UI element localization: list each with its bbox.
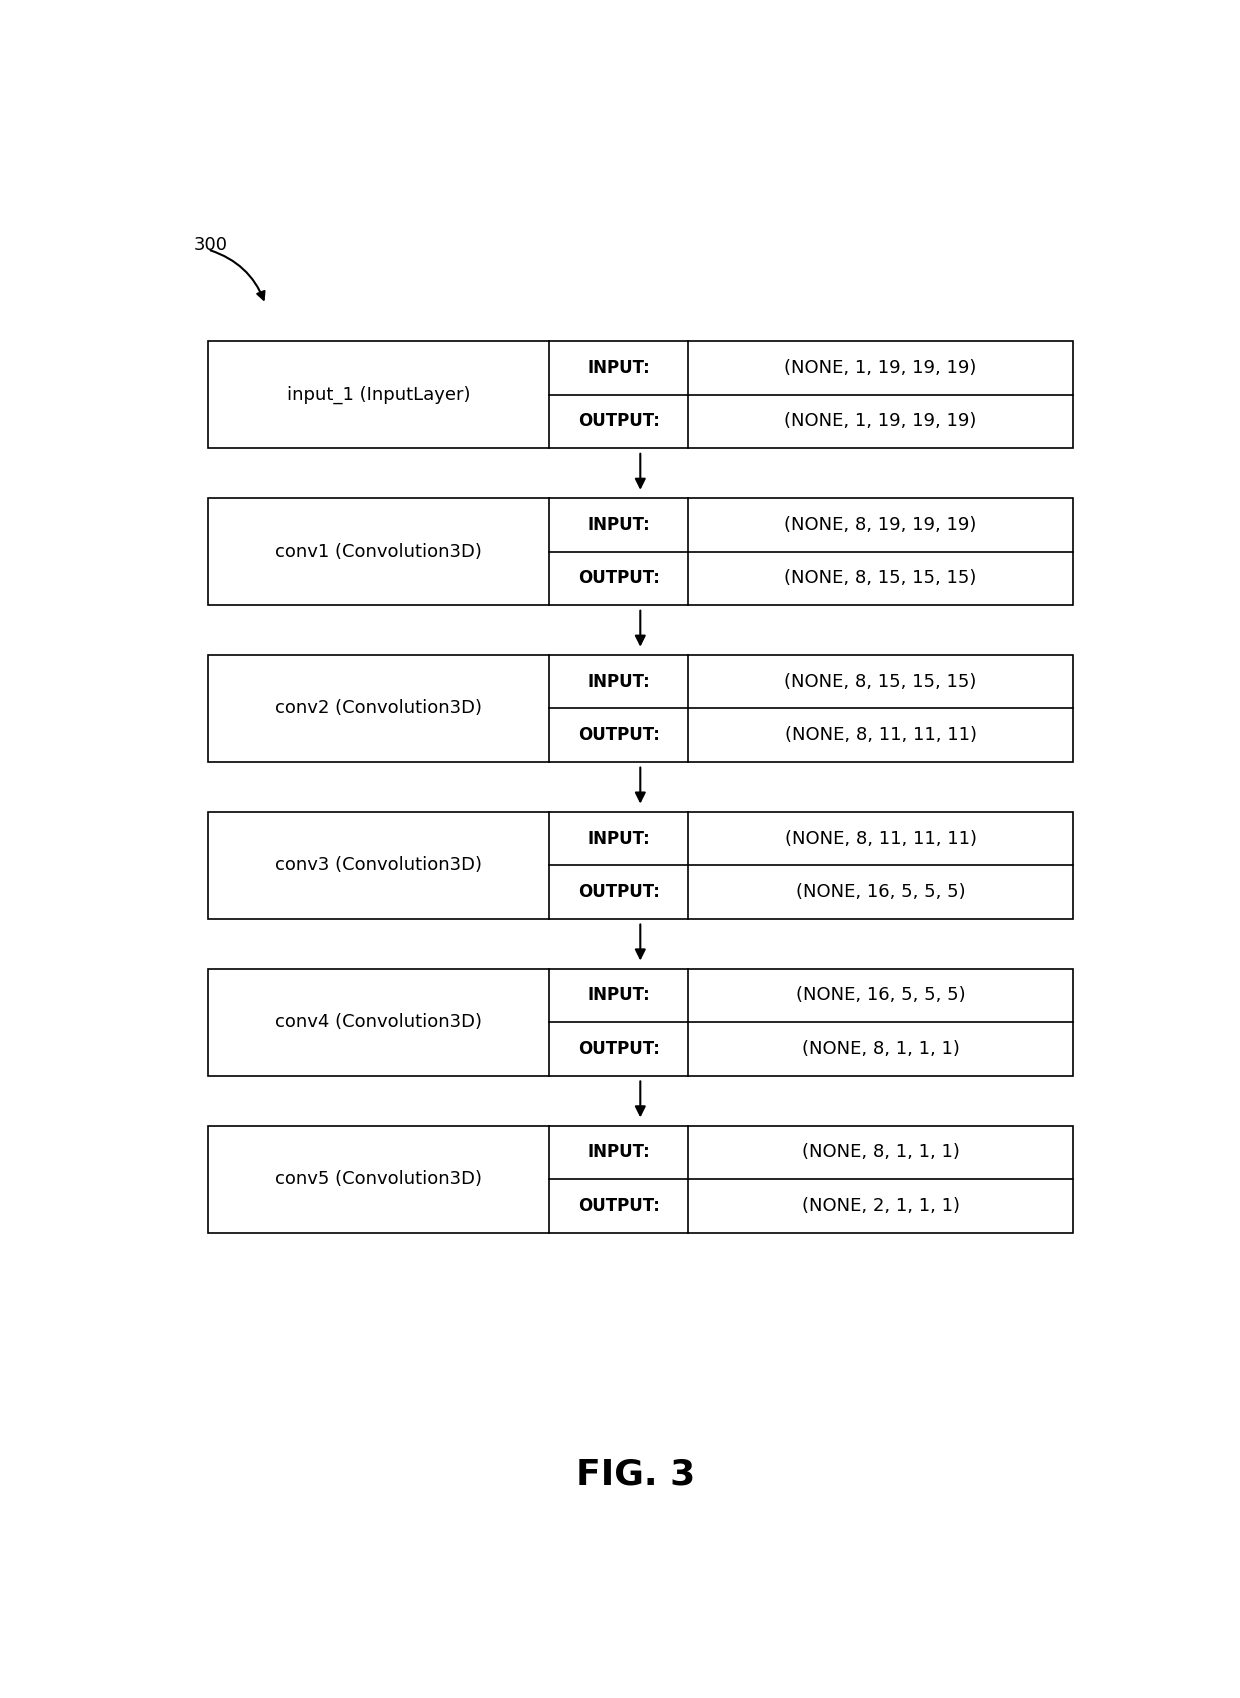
Text: (NONE, 8, 19, 19, 19): (NONE, 8, 19, 19, 19) — [785, 516, 977, 533]
Text: FIG. 3: FIG. 3 — [575, 1457, 696, 1491]
Text: (NONE, 8, 11, 11, 11): (NONE, 8, 11, 11, 11) — [785, 830, 977, 847]
Text: OUTPUT:: OUTPUT: — [578, 727, 660, 744]
Bar — [208, 812, 1073, 919]
Bar — [208, 498, 1073, 604]
Bar — [208, 341, 1073, 448]
Text: conv2 (Convolution3D): conv2 (Convolution3D) — [275, 700, 482, 718]
Text: INPUT:: INPUT: — [588, 1143, 650, 1161]
Text: (NONE, 8, 15, 15, 15): (NONE, 8, 15, 15, 15) — [785, 672, 977, 691]
Text: conv1 (Convolution3D): conv1 (Convolution3D) — [275, 543, 482, 560]
Text: (NONE, 2, 1, 1, 1): (NONE, 2, 1, 1, 1) — [801, 1197, 960, 1216]
Text: INPUT:: INPUT: — [588, 987, 650, 1005]
Text: (NONE, 1, 19, 19, 19): (NONE, 1, 19, 19, 19) — [785, 358, 977, 377]
Text: conv5 (Convolution3D): conv5 (Convolution3D) — [275, 1170, 482, 1189]
Text: (NONE, 8, 15, 15, 15): (NONE, 8, 15, 15, 15) — [785, 569, 977, 588]
Text: (NONE, 8, 1, 1, 1): (NONE, 8, 1, 1, 1) — [801, 1143, 960, 1161]
Text: (NONE, 16, 5, 5, 5): (NONE, 16, 5, 5, 5) — [796, 987, 966, 1005]
Text: INPUT:: INPUT: — [588, 830, 650, 847]
Text: (NONE, 1, 19, 19, 19): (NONE, 1, 19, 19, 19) — [785, 413, 977, 431]
Bar — [208, 968, 1073, 1077]
Text: OUTPUT:: OUTPUT: — [578, 883, 660, 902]
Bar — [208, 655, 1073, 762]
Text: OUTPUT:: OUTPUT: — [578, 569, 660, 588]
Text: OUTPUT:: OUTPUT: — [578, 1041, 660, 1058]
Text: INPUT:: INPUT: — [588, 672, 650, 691]
Text: INPUT:: INPUT: — [588, 516, 650, 533]
Text: INPUT:: INPUT: — [588, 358, 650, 377]
Text: 300: 300 — [193, 236, 227, 255]
Text: (NONE, 16, 5, 5, 5): (NONE, 16, 5, 5, 5) — [796, 883, 966, 902]
Text: conv4 (Convolution3D): conv4 (Convolution3D) — [275, 1014, 482, 1031]
Bar — [208, 1126, 1073, 1233]
Text: (NONE, 8, 11, 11, 11): (NONE, 8, 11, 11, 11) — [785, 727, 977, 744]
Text: OUTPUT:: OUTPUT: — [578, 413, 660, 431]
Text: OUTPUT:: OUTPUT: — [578, 1197, 660, 1216]
Text: conv3 (Convolution3D): conv3 (Convolution3D) — [275, 856, 482, 874]
Text: (NONE, 8, 1, 1, 1): (NONE, 8, 1, 1, 1) — [801, 1041, 960, 1058]
Text: input_1 (InputLayer): input_1 (InputLayer) — [286, 385, 470, 404]
